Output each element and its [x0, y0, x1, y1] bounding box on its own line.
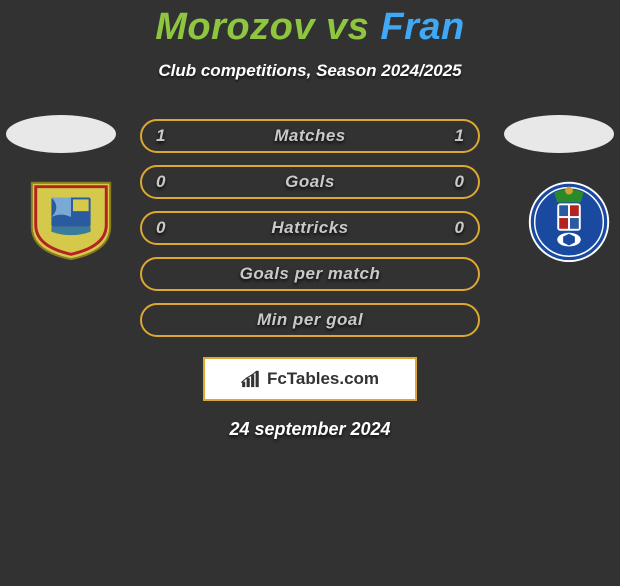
stat-left-value: 1 — [156, 126, 165, 146]
stat-rows-container: 1 Matches 1 0 Goals 0 0 Hattricks 0 Goal… — [140, 119, 480, 337]
snapshot-date: 24 september 2024 — [0, 419, 620, 440]
stat-label: Goals per match — [240, 264, 381, 284]
player1-club-badge — [22, 177, 120, 262]
competition-subtitle: Club competitions, Season 2024/2025 — [0, 61, 620, 81]
stat-label: Goals — [285, 172, 335, 192]
player2-club-badge — [520, 177, 618, 262]
stat-row-goals: 0 Goals 0 — [140, 165, 480, 199]
stat-right-value: 1 — [455, 126, 464, 146]
stat-right-value: 0 — [455, 218, 464, 238]
stat-row-hattricks: 0 Hattricks 0 — [140, 211, 480, 245]
player2-name: Fran — [380, 6, 464, 48]
versus-text: vs — [326, 6, 369, 48]
source-logo-text: FcTables.com — [267, 369, 379, 389]
stats-section: 1 Matches 1 0 Goals 0 0 Hattricks 0 Goal… — [0, 119, 620, 440]
source-logo-box: FcTables.com — [203, 357, 417, 401]
bar-chart-icon — [241, 370, 263, 388]
stat-row-goals-per-match: Goals per match — [140, 257, 480, 291]
stat-row-min-per-goal: Min per goal — [140, 303, 480, 337]
player2-photo-placeholder — [504, 115, 614, 153]
stat-label: Matches — [274, 126, 346, 146]
player1-photo-placeholder — [6, 115, 116, 153]
stat-row-matches: 1 Matches 1 — [140, 119, 480, 153]
stat-label: Min per goal — [257, 310, 363, 330]
stat-right-value: 0 — [455, 172, 464, 192]
player1-name: Morozov — [155, 6, 315, 48]
stat-label: Hattricks — [271, 218, 348, 238]
stat-left-value: 0 — [156, 172, 165, 192]
comparison-title: Morozov vs Fran — [0, 6, 620, 49]
stat-left-value: 0 — [156, 218, 165, 238]
